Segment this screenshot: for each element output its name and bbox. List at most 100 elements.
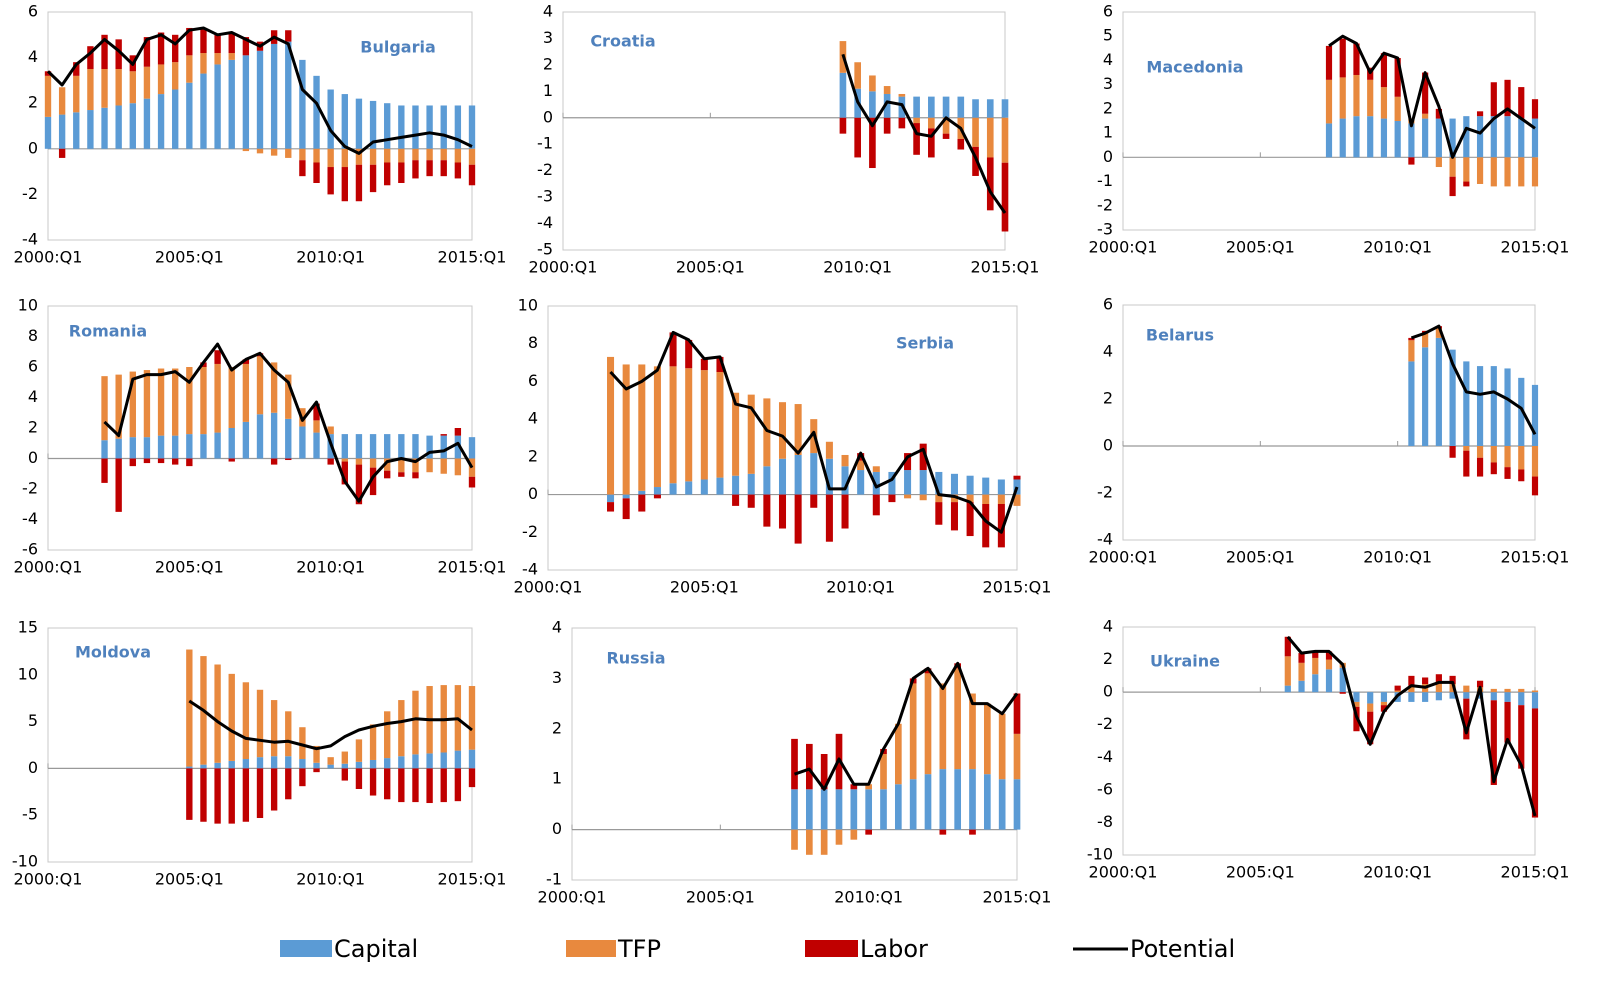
capital-bar <box>998 779 1006 830</box>
y-tick-label: 15 <box>18 618 38 637</box>
capital-bar <box>87 110 94 149</box>
tfp-bar <box>454 458 462 476</box>
capital-bar <box>904 470 912 495</box>
potential-line <box>841 53 1007 214</box>
capital-bar <box>454 435 462 459</box>
x-tick-label: 2015:Q1 <box>983 888 1052 907</box>
y-tick-label: 4 <box>28 47 38 66</box>
tfp-bar <box>426 148 433 161</box>
y-tick-label: -2 <box>22 184 38 203</box>
labor-bar <box>1449 446 1456 458</box>
tfp-bar <box>1422 113 1429 119</box>
capital-bar <box>327 764 334 769</box>
capital-bar <box>115 105 122 149</box>
x-tick-label: 2000:Q1 <box>514 578 583 597</box>
labor-bar <box>1531 99 1539 119</box>
labor-bar <box>1504 79 1511 117</box>
tfp-bar <box>1518 688 1525 693</box>
capital-bar <box>299 426 306 459</box>
capital-bar <box>1504 368 1511 446</box>
panel-title: Bulgaria <box>360 38 436 57</box>
labor-bar <box>454 428 462 436</box>
labor-bar <box>242 768 250 822</box>
labor-bar <box>186 27 193 56</box>
capital-bar <box>1408 361 1415 446</box>
panel: -1 0 1 2 3 4 2000:Q1 2005:Q1 2010:Q1 2015:Q1 Russi… <box>538 618 1052 907</box>
panel: -10 -8 -6 -4 -2 0 2 4 2000:Q1 2005:Q1 2010:Q1 2015:… <box>1087 617 1570 882</box>
y-tick-label: 2 <box>28 418 38 437</box>
capital-bar <box>1422 692 1429 702</box>
y-tick-label: -4 <box>1097 747 1113 766</box>
labor-bar <box>820 754 828 790</box>
labor-bar <box>1380 705 1388 712</box>
capital-bar <box>1435 118 1442 158</box>
tfp-bar <box>129 71 136 104</box>
capital-bar <box>653 487 661 495</box>
capital-bar <box>200 73 207 149</box>
tfp-bar <box>966 494 974 503</box>
capital-bar <box>888 471 896 495</box>
capital-bar <box>58 114 66 149</box>
capital-bar <box>214 762 221 769</box>
capital-bar <box>214 64 221 149</box>
tfp-bar <box>841 454 849 467</box>
panel-title: Ukraine <box>1150 652 1220 671</box>
labor-bar <box>763 494 771 527</box>
labor-bar <box>1490 462 1497 475</box>
capital-bar <box>1531 692 1539 709</box>
capital-bar <box>1339 667 1346 693</box>
tfp-bar <box>172 62 179 90</box>
labor-bar <box>883 117 891 134</box>
tfp-bar <box>143 66 151 99</box>
tfp-bar <box>700 370 708 480</box>
labor-bar <box>982 504 990 548</box>
labor-bar <box>270 458 278 465</box>
y-tick-label: -6 <box>1097 779 1113 798</box>
labor-bar <box>1325 651 1333 660</box>
y-tick-label: 2 <box>543 54 553 73</box>
labor-bar <box>791 738 798 790</box>
capital-bar <box>454 750 462 769</box>
tfp-bar <box>44 75 52 117</box>
tfp-bar <box>327 757 334 765</box>
tfp-bar <box>1476 446 1484 458</box>
y-tick-label: 4 <box>528 409 538 428</box>
labor-bar <box>1449 176 1456 197</box>
x-tick-label: 2005:Q1 <box>155 870 224 889</box>
tfp-bar <box>904 494 912 499</box>
tfp-bar <box>1380 87 1388 119</box>
labor-bar <box>1476 680 1484 688</box>
x-tick-label: 2000:Q1 <box>14 558 83 577</box>
capital-bar <box>468 749 476 769</box>
tfp-bar <box>919 494 927 501</box>
labor-bar <box>398 162 405 183</box>
capital-bar <box>186 766 193 769</box>
capital-bar <box>928 96 935 118</box>
tfp-bar <box>794 404 802 455</box>
tfp-bar <box>857 460 865 471</box>
y-tick-label: 0 <box>1103 436 1113 455</box>
tfp-bar <box>341 458 348 462</box>
x-tick-label: 2015:Q1 <box>971 258 1040 277</box>
tfp-bar <box>270 700 278 757</box>
capital-bar <box>200 434 207 459</box>
capital-bar <box>200 764 207 769</box>
capital-bar <box>1422 118 1429 158</box>
tfp-bar <box>1408 685 1415 693</box>
tfp-bar <box>653 366 661 488</box>
capital-bar <box>935 471 943 495</box>
y-tick-label: -10 <box>12 852 38 871</box>
labor-bar <box>285 458 292 461</box>
capital-bar <box>256 757 264 769</box>
capital-bar <box>454 105 462 149</box>
tfp-bar <box>1339 77 1346 119</box>
tfp-bar <box>256 689 264 758</box>
tfp-bar <box>242 363 250 422</box>
capital-bar <box>172 89 179 149</box>
potential-line <box>1410 324 1537 436</box>
labor-bar <box>242 37 250 56</box>
tfp-bar <box>791 829 798 850</box>
labor-bar <box>172 34 179 63</box>
capital-bar <box>1490 116 1497 158</box>
labor-bar <box>327 167 334 195</box>
